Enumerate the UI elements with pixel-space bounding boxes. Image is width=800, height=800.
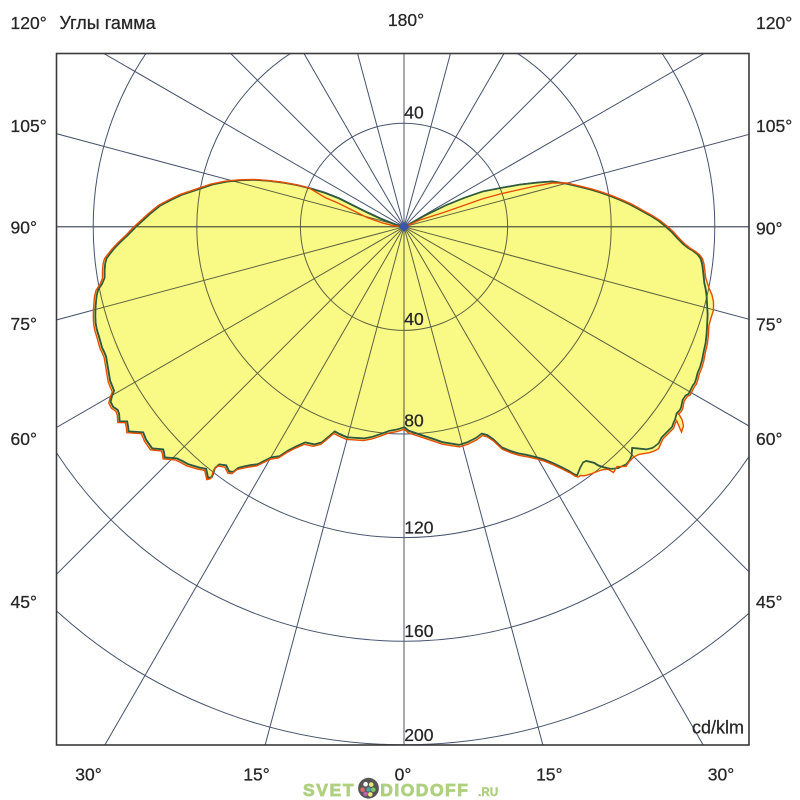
svg-text:45°: 45° (756, 592, 782, 612)
svg-text:60°: 60° (756, 429, 782, 449)
svg-text:40: 40 (404, 309, 424, 329)
svg-text:200: 200 (404, 725, 433, 745)
svg-text:120°: 120° (756, 13, 792, 33)
svg-text:120°: 120° (11, 13, 47, 33)
svg-text:15°: 15° (243, 765, 269, 785)
svg-text:30°: 30° (708, 765, 734, 785)
svg-text:90°: 90° (756, 219, 782, 239)
svg-text:Углы гамма: Углы гамма (60, 13, 157, 33)
svg-text:30°: 30° (75, 765, 101, 785)
svg-text:80: 80 (404, 411, 424, 431)
svg-text:90°: 90° (11, 218, 37, 238)
svg-text:40: 40 (404, 103, 424, 123)
svg-text:15°: 15° (536, 765, 562, 785)
svg-text:105°: 105° (11, 116, 47, 136)
svg-text:120: 120 (404, 518, 433, 538)
svg-text:75°: 75° (11, 314, 37, 334)
svg-text:180°: 180° (388, 10, 424, 30)
svg-text:45°: 45° (11, 592, 37, 612)
svg-text:60°: 60° (11, 429, 37, 449)
svg-text:SVET: SVET (303, 780, 355, 800)
svg-text:160: 160 (404, 621, 433, 641)
svg-text:.RU: .RU (478, 787, 498, 799)
svg-text:75°: 75° (756, 315, 782, 335)
svg-text:0°: 0° (395, 765, 412, 785)
svg-text:cd/klm: cd/klm (692, 718, 744, 738)
svg-text:105°: 105° (756, 116, 792, 136)
svg-text:DIODOFF: DIODOFF (380, 780, 469, 800)
